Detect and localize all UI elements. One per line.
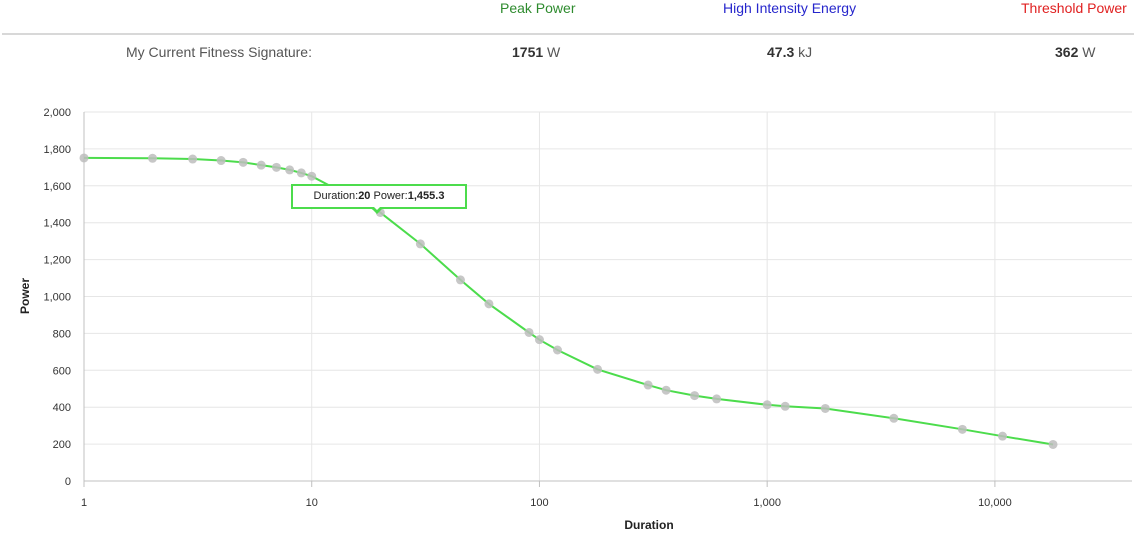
y-tick-label: 0 bbox=[65, 476, 71, 488]
y-tick-label: 1,200 bbox=[43, 255, 71, 267]
data-point bbox=[307, 171, 317, 181]
data-point bbox=[455, 275, 465, 285]
data-point bbox=[484, 299, 494, 309]
x-tick-label: 10,000 bbox=[978, 497, 1012, 509]
data-point bbox=[285, 165, 295, 175]
y-tick-label: 1,000 bbox=[43, 292, 71, 304]
x-tick-label: 10 bbox=[306, 497, 318, 509]
data-point bbox=[957, 424, 967, 434]
chart-tick-labels: 0 200 400 600 800 1,000 1,200 1,400 1,600 1,800 2,… bbox=[43, 107, 1011, 509]
data-point bbox=[552, 345, 562, 355]
data-point bbox=[1048, 439, 1058, 449]
tooltip-duration-value: 20 bbox=[358, 190, 371, 202]
data-point bbox=[780, 401, 790, 411]
high-intensity-energy-number: 47.3 bbox=[767, 44, 795, 60]
data-point bbox=[238, 157, 248, 167]
y-tick-label: 800 bbox=[53, 328, 71, 340]
y-tick-label: 400 bbox=[53, 402, 71, 414]
tooltip-pointer bbox=[370, 205, 384, 214]
curve-line bbox=[83, 156, 1054, 446]
y-tick-label: 1,800 bbox=[43, 144, 71, 156]
high-intensity-energy-header: High Intensity Energy bbox=[723, 0, 857, 16]
chart-series[interactable] bbox=[79, 153, 1058, 449]
data-point bbox=[188, 154, 198, 164]
data-point bbox=[889, 413, 899, 423]
chart-tooltip: Duration:20 Power:1,455.3 bbox=[291, 184, 467, 209]
y-tick-label: 1,600 bbox=[43, 181, 71, 193]
threshold-power-number: 362 bbox=[1055, 44, 1079, 60]
tooltip-power-label: Power: bbox=[373, 190, 408, 202]
data-point bbox=[256, 160, 266, 170]
peak-power-header: Peak Power bbox=[500, 0, 576, 16]
data-point bbox=[216, 156, 226, 166]
y-tick-label: 600 bbox=[53, 365, 71, 377]
threshold-power-value: 362 W bbox=[1055, 44, 1095, 60]
data-point bbox=[593, 364, 603, 374]
chart-axes bbox=[83, 112, 1132, 487]
data-point bbox=[296, 168, 306, 178]
data-point bbox=[762, 400, 772, 410]
y-axis-title: Power bbox=[18, 278, 32, 314]
tooltip-duration-label: Duration: bbox=[313, 190, 359, 202]
fitness-signature-label: My Current Fitness Signature: bbox=[126, 44, 312, 60]
high-intensity-energy-unit: kJ bbox=[798, 44, 813, 60]
y-tick-label: 2,000 bbox=[43, 107, 71, 119]
peak-power-value: 1751 W bbox=[512, 44, 560, 60]
x-tick-label: 1,000 bbox=[753, 497, 781, 509]
threshold-power-unit: W bbox=[1082, 44, 1096, 60]
y-tick-label: 1,400 bbox=[43, 218, 71, 230]
data-point bbox=[661, 385, 671, 395]
x-tick-label: 100 bbox=[530, 497, 548, 509]
data-point bbox=[643, 380, 653, 390]
x-axis-title: Duration bbox=[624, 518, 673, 532]
threshold-power-header: Threshold Power bbox=[1021, 0, 1127, 16]
x-tick-label: 1 bbox=[81, 497, 87, 509]
data-point bbox=[524, 327, 534, 337]
data-point bbox=[712, 394, 722, 404]
data-point bbox=[534, 335, 544, 345]
chart-grid bbox=[84, 111, 1132, 481]
peak-power-unit: W bbox=[547, 44, 561, 60]
high-intensity-energy-value: 47.3 kJ bbox=[767, 44, 812, 60]
data-point bbox=[820, 403, 830, 413]
data-point bbox=[79, 153, 89, 163]
peak-power-number: 1751 bbox=[512, 44, 544, 60]
tooltip-power-value: 1,455.3 bbox=[407, 190, 445, 202]
data-point bbox=[148, 153, 158, 163]
y-tick-label: 200 bbox=[53, 439, 71, 451]
data-point bbox=[690, 391, 700, 401]
data-point bbox=[271, 162, 281, 172]
data-point bbox=[415, 239, 425, 249]
data-point bbox=[998, 431, 1008, 441]
header-divider bbox=[2, 33, 1134, 35]
